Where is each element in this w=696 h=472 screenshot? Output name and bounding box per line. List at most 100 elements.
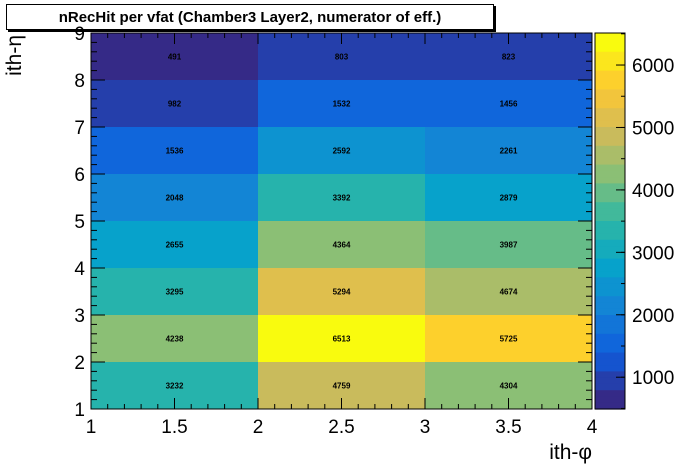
colorbar-segment — [595, 321, 625, 329]
y-tick-label: 1 — [74, 400, 85, 421]
y-tick-label: 5 — [74, 212, 85, 233]
heatmap-cell — [425, 221, 592, 268]
y-tick-label: 4 — [74, 259, 85, 280]
colorbar-segment — [595, 51, 625, 59]
colorbar-segment — [595, 89, 625, 97]
colorbar-segment — [595, 101, 625, 109]
colorbar-segment — [595, 133, 625, 141]
heatmap-cell — [91, 221, 258, 268]
colorbar-segment — [595, 315, 625, 322]
cell-value-label: 2655 — [166, 241, 184, 250]
heatmap-cell — [425, 127, 592, 174]
colorbar-segment — [595, 83, 625, 90]
cell-value-label: 3987 — [500, 241, 518, 250]
colorbar-segment — [595, 170, 625, 178]
x-tick-label: 1 — [86, 417, 97, 438]
colorbar-segment — [595, 214, 625, 222]
heatmap-cell — [258, 268, 425, 315]
colorbar-segment — [595, 58, 625, 65]
colorbar-segment — [595, 365, 625, 372]
cell-value-label: 491 — [168, 53, 182, 62]
colorbar-segment — [595, 177, 625, 184]
cell-value-label: 6513 — [333, 335, 351, 344]
chart-title: nRecHit per vfat (Chamber3 Layer2, numer… — [58, 9, 442, 26]
heatmap-cell — [425, 174, 592, 221]
colorbar-tick-label: 3000 — [632, 243, 674, 264]
x-tick-label: 1.5 — [161, 417, 187, 438]
cell-value-label: 4304 — [500, 382, 518, 391]
colorbar-segment — [595, 227, 625, 235]
colorbar-segment — [595, 158, 625, 166]
colorbar-tick-label: 5000 — [632, 118, 674, 139]
colorbar-segment — [595, 64, 625, 72]
chart-title-box: nRecHit per vfat (Chamber3 Layer2, numer… — [6, 4, 494, 30]
cell-value-label: 2048 — [166, 194, 184, 203]
colorbar-segment — [595, 358, 625, 366]
colorbar-segment — [595, 76, 625, 84]
heatmap-cell — [258, 174, 425, 221]
colorbar-segment — [595, 327, 625, 335]
colorbar-segment — [595, 252, 625, 260]
colorbar-segment — [595, 233, 625, 241]
colorbar-segment — [595, 145, 625, 153]
colorbar-segment — [595, 296, 625, 304]
colorbar-segment — [595, 246, 625, 253]
colorbar-segment — [595, 264, 625, 272]
colorbar-segment — [595, 183, 625, 191]
colorbar-segment — [595, 239, 625, 247]
heatmap-cell — [91, 174, 258, 221]
colorbar-segment — [595, 70, 625, 78]
colorbar-segment — [595, 352, 625, 360]
colorbar-segment — [595, 333, 625, 341]
cell-value-label: 4238 — [166, 335, 184, 344]
cell-value-label: 4364 — [333, 241, 351, 250]
cell-value-label: 1456 — [500, 100, 518, 109]
cell-value-label: 5725 — [500, 335, 518, 344]
heatmap-cell — [91, 268, 258, 315]
heatmap-cell — [91, 315, 258, 362]
x-axis-title: ith-φ — [549, 441, 592, 464]
colorbar-segment — [595, 346, 625, 354]
colorbar-segment — [595, 277, 625, 285]
y-tick-label: 3 — [74, 306, 85, 327]
cell-value-label: 2261 — [500, 147, 518, 156]
cell-value-label: 3295 — [166, 288, 184, 297]
colorbar-segment — [595, 39, 625, 47]
colorbar-segment — [595, 221, 625, 228]
x-tick-label: 4 — [587, 417, 598, 438]
cell-value-label: 1532 — [333, 100, 351, 109]
x-tick-label: 3.5 — [495, 417, 521, 438]
colorbar-segment — [595, 308, 625, 316]
colorbar-tick-label: 6000 — [632, 56, 674, 77]
heatmap-cell — [258, 315, 425, 362]
heatmap-cell — [258, 127, 425, 174]
y-tick-label: 8 — [74, 71, 85, 92]
cell-value-label: 5294 — [333, 288, 351, 297]
cell-value-label: 982 — [168, 100, 182, 109]
heatmap-cell — [258, 80, 425, 127]
x-tick-label: 2 — [253, 417, 264, 438]
heatmap-cell — [425, 315, 592, 362]
colorbar-tick-label: 4000 — [632, 181, 674, 202]
colorbar-segment — [595, 402, 625, 410]
colorbar-segment — [595, 271, 625, 278]
y-axis-title: ith-η — [3, 35, 26, 76]
colorbar-segment — [595, 202, 625, 210]
colorbar-segment — [595, 108, 625, 116]
colorbar-segment — [595, 390, 625, 398]
colorbar-segment — [595, 114, 625, 122]
colorbar-segment — [595, 377, 625, 385]
cell-value-label: 1536 — [166, 147, 184, 156]
heatmap-cell — [91, 127, 258, 174]
colorbar-segment — [595, 95, 625, 103]
x-tick-label: 3 — [420, 417, 431, 438]
colorbar-segment — [595, 189, 625, 197]
cell-value-label: 4759 — [333, 382, 351, 391]
colorbar-segment — [595, 289, 625, 297]
cell-value-label: 803 — [335, 53, 349, 62]
colorbar-segment — [595, 195, 625, 203]
cell-value-label: 4674 — [500, 288, 518, 297]
cell-value-label: 3392 — [333, 194, 351, 203]
